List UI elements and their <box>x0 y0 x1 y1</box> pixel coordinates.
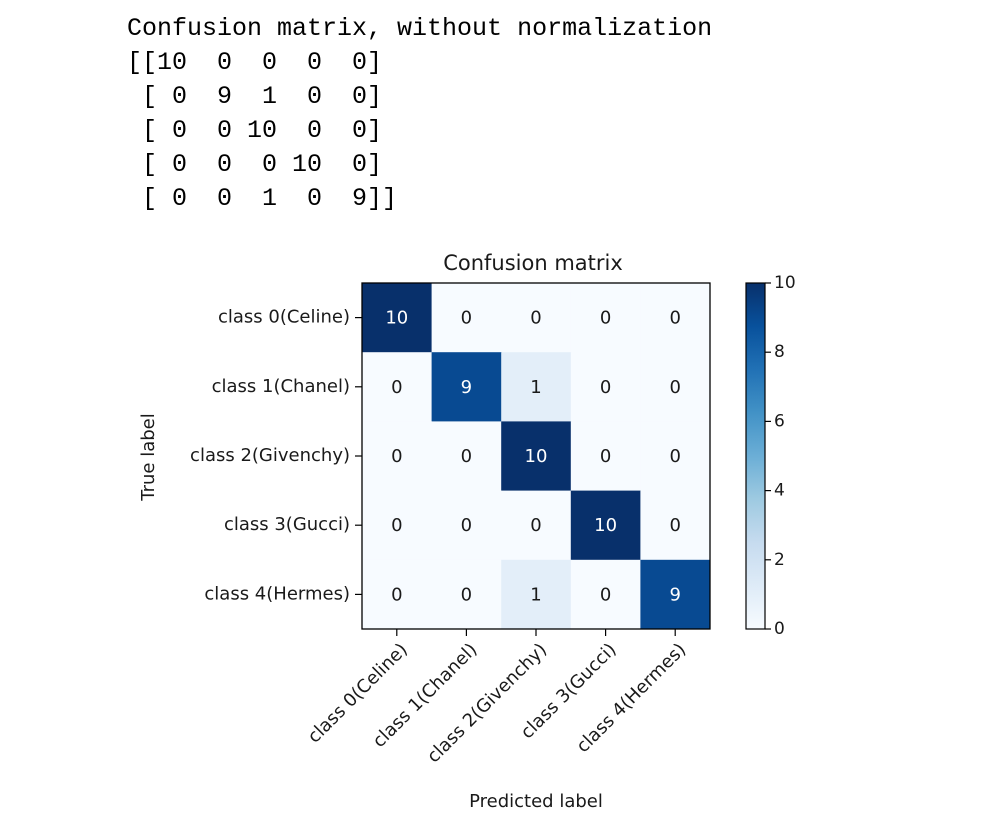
heatmap-cell-3-0 <box>362 490 433 561</box>
matrix-line-1: [ 0 9 1 0 0] <box>127 82 383 111</box>
colorbar-tick-label-0: 0 <box>774 619 785 639</box>
heatmap-cell-2-1 <box>431 421 502 492</box>
cell-value-4-3: 0 <box>600 584 611 605</box>
cell-value-0-2: 0 <box>530 308 541 329</box>
matrix-line-3: [ 0 0 0 10 0] <box>127 150 383 179</box>
y-tick-label-2: class 2(Givenchy) <box>190 445 350 466</box>
heatmap-cell-0-0 <box>362 283 433 353</box>
cell-value-3-4: 0 <box>669 515 680 536</box>
cell-value-2-4: 0 <box>669 446 680 467</box>
heatmap-cell-1-4 <box>640 352 711 422</box>
heatmap-cell-3-2 <box>501 490 572 561</box>
cell-value-3-0: 0 <box>391 515 402 536</box>
heatmap-cell-3-4 <box>640 490 711 561</box>
heatmap-cell-4-3 <box>570 559 641 630</box>
console-output: Confusion matrix, without normalization [… <box>127 12 712 216</box>
cell-value-4-0: 0 <box>391 584 402 605</box>
heatmap-cell-1-1 <box>431 352 502 422</box>
cell-value-0-0: 10 <box>385 308 408 329</box>
colorbar-tick-label-1: 2 <box>774 550 785 570</box>
y-tick-label-0: class 0(Celine) <box>218 307 350 328</box>
cell-value-1-3: 0 <box>600 377 611 398</box>
cell-value-2-2: 10 <box>525 446 548 467</box>
cell-value-3-1: 0 <box>461 515 472 536</box>
heatmap-cell-2-4 <box>640 421 711 492</box>
cell-value-3-2: 0 <box>530 515 541 536</box>
colorbar-tick-label-5: 10 <box>774 273 796 293</box>
cell-value-2-1: 0 <box>461 446 472 467</box>
heatmap-cell-2-3 <box>570 421 641 492</box>
x-axis-ticks: class 0(Celine)class 1(Chanel)class 2(Gi… <box>304 629 690 767</box>
cell-value-2-3: 0 <box>600 446 611 467</box>
heatmap-cell-1-0 <box>362 352 433 422</box>
cell-value-labels: 10 0 0 0 00 9 1 0 00 0 10 0 00 0 0 10 00 0 1 0 9 <box>385 308 681 606</box>
cell-value-1-2: 1 <box>530 377 541 398</box>
cell-value-1-0: 0 <box>391 377 402 398</box>
matrix-line-2: [ 0 0 10 0 0] <box>127 116 383 145</box>
heatmap-cell-4-0 <box>362 559 433 630</box>
heatmap-cell-1-2 <box>501 352 572 422</box>
heatmap-cell-2-2 <box>501 421 572 492</box>
cell-value-0-3: 0 <box>600 308 611 329</box>
colorbar-tick-label-2: 4 <box>774 481 785 501</box>
cell-value-4-2: 1 <box>530 584 541 605</box>
y-tick-label-1: class 1(Chanel) <box>212 376 350 397</box>
colorbar <box>745 282 766 630</box>
cell-value-3-3: 10 <box>594 515 617 536</box>
y-axis-ticks: class 0(Celine) class 1(Chanel) class 2(Gi… <box>190 307 362 604</box>
colorbar-tick-label-3: 6 <box>774 411 785 431</box>
y-axis-label: True label <box>138 413 159 502</box>
output-heading: Confusion matrix, without normalization <box>127 14 713 43</box>
heatmap-cell-2-0 <box>362 421 433 492</box>
heatmap-cell-4-2 <box>501 559 572 630</box>
cell-value-1-1: 9 <box>461 377 472 398</box>
cell-value-0-4: 0 <box>669 308 680 329</box>
matrix-line-4: [ 0 0 1 0 9]] <box>127 184 398 213</box>
heatmap-cell-0-4 <box>640 283 711 353</box>
x-tick-label-2: class 2(Givenchy) <box>423 639 551 767</box>
y-tick-label-3: class 3(Gucci) <box>224 514 350 535</box>
cell-value-2-0: 0 <box>391 446 402 467</box>
colorbar-ticks: 0 2 4 6 8 10 <box>765 273 796 639</box>
chart-title: Confusion matrix <box>443 251 623 275</box>
heatmap-cells <box>362 283 711 630</box>
heatmap-cell-4-1 <box>431 559 502 630</box>
cell-value-1-4: 0 <box>669 377 680 398</box>
matrix-line-0: [[10 0 0 0 0] <box>127 48 383 77</box>
cell-value-4-1: 0 <box>461 584 472 605</box>
heatmap-cell-3-1 <box>431 490 502 561</box>
heatmap-cell-0-1 <box>431 283 502 353</box>
heatmap-cell-0-2 <box>501 283 572 353</box>
colorbar-tick-label-4: 8 <box>774 342 785 362</box>
heatmap-cell-1-3 <box>570 352 641 422</box>
cell-value-4-4: 9 <box>669 584 680 605</box>
heatmap-cell-3-3 <box>570 490 641 561</box>
cell-value-0-1: 0 <box>461 308 472 329</box>
heatmap-cell-4-4 <box>640 559 711 630</box>
x-axis-label: Predicted label <box>469 791 603 812</box>
y-tick-label-4: class 4(Hermes) <box>204 583 350 604</box>
heatmap-cell-0-3 <box>570 283 641 353</box>
